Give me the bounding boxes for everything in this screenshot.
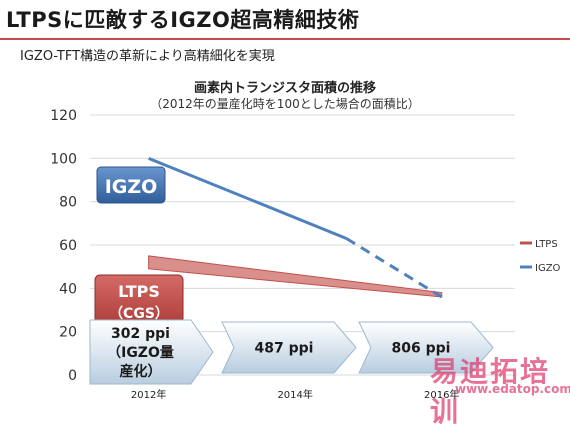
legend-label-igzo: IGZO [535, 263, 561, 274]
y-tick-label: 120 [50, 108, 77, 124]
ppi-arrow-label: 302 ppi [111, 326, 170, 342]
igzo-series-dashed [345, 237, 443, 299]
page-subtitle: IGZO-TFT構造の革新により高精細化を実現 [20, 49, 275, 64]
page-title: LTPSに匹敵するIGZO超高精細技術 [6, 8, 360, 32]
y-tick-label: 100 [50, 151, 77, 167]
ppi-arrow-3 [358, 321, 494, 374]
ppi-arrow-label: 487 ppi [255, 341, 314, 357]
ppi-arrow-label: 806 ppi [392, 341, 451, 357]
x-tick-label: 2014年 [277, 388, 312, 401]
y-tick-label: 0 [68, 368, 77, 384]
transistor-area-chart: 画素内トランジスタ面積の推移 （2012年の量産化時を100とした場合の面積比）… [50, 80, 561, 401]
ppi-arrow-2 [221, 321, 357, 374]
ltps-callout-label: LTPS [118, 282, 160, 301]
igzo-series-solid [148, 156, 348, 240]
y-tick-label: 80 [59, 195, 77, 211]
legend-label-ltps: LTPS [535, 239, 558, 250]
chart-subtitle: （2012年の量産化時を100とした場合の面積比） [150, 96, 419, 111]
ppi-arrow-1 [89, 319, 214, 385]
x-tick-label: 2012年 [131, 388, 166, 401]
igzo-callout-box [96, 166, 166, 204]
y-tick-label: 20 [59, 325, 77, 341]
chart-title: 画素内トランジスタ面積の推移 [194, 80, 376, 96]
watermark-url: www.edatop.com [455, 382, 570, 396]
y-tick-label: 40 [59, 281, 77, 297]
igzo-callout-label: IGZO [105, 176, 158, 198]
ppi-arrow-label: （IGZO量 [107, 345, 174, 361]
title-divider [0, 38, 570, 40]
ppi-arrow-label: 産化） [120, 363, 162, 380]
ltps-callout-sublabel: （CGS） [109, 306, 169, 322]
y-tick-label: 60 [59, 238, 77, 254]
ltps-series-band [148, 255, 443, 298]
x-tick-label: 2016年 [424, 388, 459, 401]
